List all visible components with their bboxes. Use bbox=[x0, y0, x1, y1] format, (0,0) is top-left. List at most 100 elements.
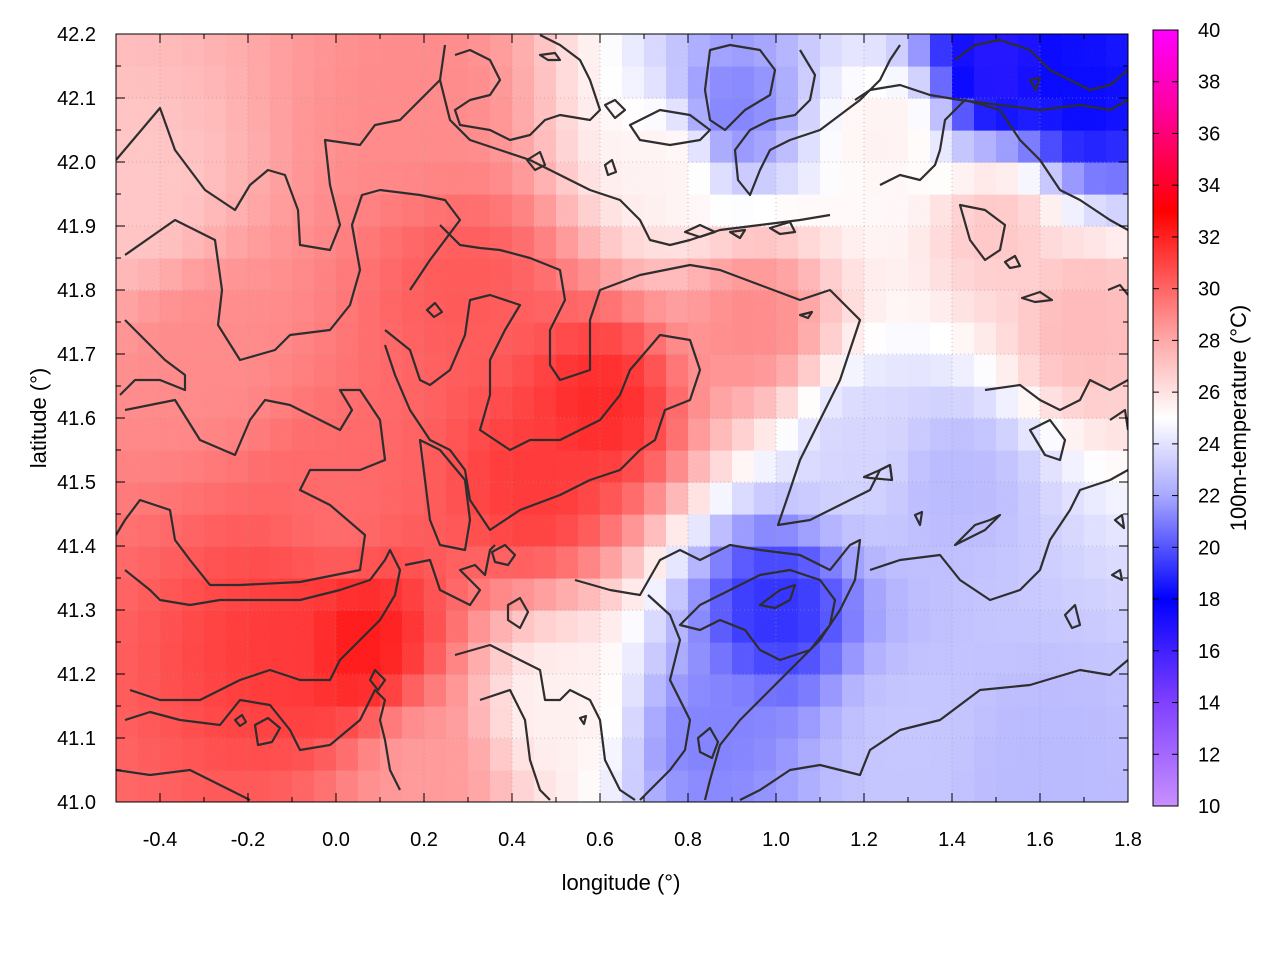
contour-line bbox=[1003, 254, 1022, 270]
contour-line bbox=[418, 438, 472, 552]
y-tick-label: 41.2 bbox=[57, 664, 96, 686]
x-axis: -0.4 -0.2 0.0 0.2 0.4 0.6 0.8 1.0 1.2 1.4 1.6 1.8 bbox=[115, 34, 1142, 851]
colorbar: 10 12 14 16 18 20 22 24 26 28 30 32 34 36 38 40 bbox=[1152, 20, 1220, 818]
contour-line bbox=[683, 223, 717, 239]
x-tick-label: -0.4 bbox=[143, 829, 177, 851]
contour-line bbox=[958, 203, 1007, 262]
colorbar-tick-label: 38 bbox=[1198, 72, 1220, 94]
contour-line bbox=[954, 38, 1128, 92]
x-tick-label: 1.2 bbox=[850, 829, 878, 851]
y-tick-label: 41.6 bbox=[57, 408, 96, 430]
y-tick-label: 42.1 bbox=[57, 88, 96, 110]
contour-line bbox=[506, 596, 530, 630]
colorbar-tick-label: 22 bbox=[1198, 486, 1220, 508]
y-tick-label: 42.2 bbox=[57, 24, 96, 46]
colorbar-tick-label: 10 bbox=[1198, 796, 1220, 818]
contour-line bbox=[953, 513, 1002, 547]
contour-line bbox=[453, 34, 602, 142]
colorbar-tick-label: 12 bbox=[1198, 744, 1220, 766]
x-tick-label: -0.2 bbox=[231, 829, 265, 851]
x-axis-title: longitude (°) bbox=[562, 870, 681, 895]
y-tick-label: 41.5 bbox=[57, 472, 96, 494]
y-tick-label: 41.9 bbox=[57, 216, 96, 238]
colorbar-tick-label: 14 bbox=[1198, 693, 1220, 715]
contour-line bbox=[733, 44, 901, 197]
colorbar-tick-label: 40 bbox=[1198, 20, 1220, 42]
plot-area bbox=[115, 33, 1129, 803]
contour-line bbox=[1110, 568, 1124, 582]
x-tick-label: 0.4 bbox=[498, 829, 526, 851]
contour-line bbox=[603, 98, 627, 120]
colorbar-tick-label: 24 bbox=[1198, 434, 1220, 456]
contour-line bbox=[233, 713, 248, 728]
contour-line bbox=[124, 548, 402, 702]
contour-line bbox=[404, 544, 496, 607]
contour-lines bbox=[116, 34, 1128, 801]
contour-line bbox=[1113, 513, 1126, 530]
colorbar-scale bbox=[1152, 29, 1179, 807]
contour-line bbox=[578, 714, 588, 726]
contour-line bbox=[628, 108, 712, 147]
colorbar-tick-label: 32 bbox=[1198, 227, 1220, 249]
colorbar-title: 100m-temperature (°C) bbox=[1226, 305, 1251, 531]
contour-line bbox=[439, 224, 894, 527]
contour-line bbox=[1107, 283, 1128, 296]
y-axis-title: latitude (°) bbox=[26, 368, 51, 469]
contour-line bbox=[124, 188, 462, 362]
colorbar-tick-label: 16 bbox=[1198, 641, 1220, 663]
contour-line bbox=[869, 469, 1128, 602]
contour-line bbox=[116, 768, 251, 801]
y-tick-label: 41.8 bbox=[57, 280, 96, 302]
colorbar-tick-label: 26 bbox=[1198, 382, 1220, 404]
x-tick-label: 0.2 bbox=[410, 829, 438, 851]
y-tick-label: 42.0 bbox=[57, 152, 96, 174]
contour-line bbox=[425, 301, 444, 319]
x-tick-label: 0.8 bbox=[674, 829, 702, 851]
contour-line bbox=[116, 44, 447, 252]
contour-line bbox=[119, 319, 187, 396]
contour-line bbox=[1063, 603, 1082, 630]
x-tick-label: 1.6 bbox=[1026, 829, 1054, 851]
contour-line bbox=[739, 659, 1128, 801]
x-tick-label: 1.8 bbox=[1114, 829, 1142, 851]
contour-line bbox=[862, 463, 894, 482]
x-tick-label: 0.6 bbox=[586, 829, 614, 851]
colorbar-tick-label: 28 bbox=[1198, 330, 1220, 352]
contour-line bbox=[574, 538, 862, 801]
x-tick-label: 1.4 bbox=[938, 829, 966, 851]
contour-line bbox=[703, 43, 777, 132]
contour-line bbox=[253, 716, 282, 747]
contour-line bbox=[798, 310, 814, 320]
contour-line bbox=[454, 643, 636, 801]
contour-line bbox=[639, 594, 692, 801]
contour-line bbox=[538, 51, 562, 62]
contour-line bbox=[116, 388, 387, 587]
y-axis: 41.0 41.1 41.2 41.3 41.4 41.5 41.6 41.7 41.8 41.9… bbox=[57, 24, 1128, 814]
colorbar-tick-label: 20 bbox=[1198, 537, 1220, 559]
y-tick-label: 41.0 bbox=[57, 792, 96, 814]
colorbar-tick-label: 36 bbox=[1198, 123, 1220, 145]
colorbar-tick-label: 30 bbox=[1198, 279, 1220, 301]
contour-line bbox=[1028, 76, 1042, 92]
x-tick-label: 0.0 bbox=[322, 829, 350, 851]
y-tick-label: 41.4 bbox=[57, 536, 96, 558]
contour-line bbox=[696, 726, 720, 760]
contour-line bbox=[879, 98, 1128, 231]
contour-line bbox=[525, 150, 547, 172]
contour-line bbox=[1109, 408, 1128, 431]
contour-line bbox=[1028, 418, 1067, 462]
contour-line bbox=[984, 378, 1128, 412]
contour-line bbox=[124, 688, 401, 791]
contour-line bbox=[758, 583, 797, 610]
contour-line bbox=[678, 568, 837, 662]
contour-line bbox=[479, 688, 551, 801]
colorbar-tick-label: 18 bbox=[1198, 589, 1220, 611]
colorbar-ticks: 10 12 14 16 18 20 22 24 26 28 30 32 34 36 38 40 bbox=[1153, 20, 1220, 818]
contour-line bbox=[383, 293, 702, 532]
y-tick-label: 41.7 bbox=[57, 344, 96, 366]
contour-line bbox=[728, 228, 747, 240]
contour-line bbox=[1020, 290, 1054, 304]
contour-line bbox=[768, 220, 797, 236]
contour-line bbox=[438, 79, 831, 247]
